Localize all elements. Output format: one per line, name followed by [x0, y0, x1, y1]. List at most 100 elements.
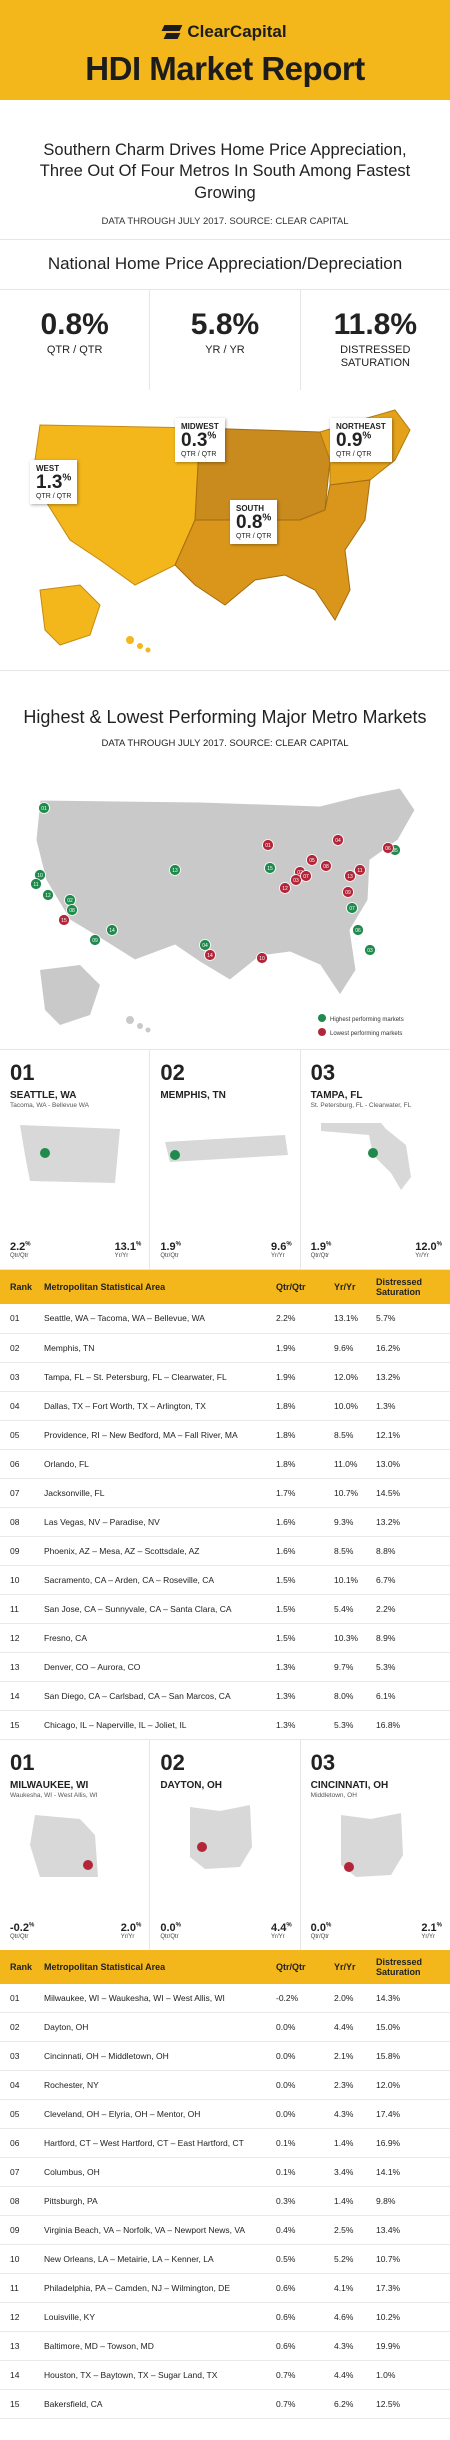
cell-rank: 14: [0, 2360, 40, 2390]
card-rank: 02: [160, 1749, 185, 1775]
cell-msa: Fresno, CA: [40, 1623, 272, 1653]
cell-rank: 15: [0, 1710, 40, 1740]
cell-distressed: 12.0%: [372, 2070, 450, 2100]
card-rank: 03: [310, 1060, 336, 1085]
cell-qtr: 1.8%: [272, 1391, 330, 1421]
table-row: 11 Philadelphia, PA – Camden, NJ – Wilmin…: [0, 2273, 450, 2303]
card-rank: 02: [160, 1060, 185, 1085]
col-msa: Metropolitan Statistical Area: [44, 1282, 166, 1292]
table-row: 14 San Diego, CA – Carlsbad, CA – San Mar…: [0, 1681, 450, 1711]
region-northeast-label: QTR / QTR: [336, 450, 372, 458]
high-market-pin-label: 01: [41, 806, 47, 812]
cell-yr: 5.3%: [330, 1710, 372, 1740]
cell-distressed: 14.3%: [372, 1983, 450, 2013]
cell-rank: 08: [0, 1507, 40, 1537]
cell-msa: Dayton, OH: [40, 2012, 272, 2042]
region-south-name: SOUTH: [236, 504, 264, 513]
cell-qtr: 1.6%: [272, 1507, 330, 1537]
high-market-pin: [38, 802, 50, 814]
high-market-pin-label: 14: [109, 928, 115, 934]
table-row: 08 Las Vegas, NV – Paradise, NV 1.6% 9.3% 13…: [0, 1507, 450, 1537]
cell-distressed: 10.7%: [372, 2244, 450, 2274]
col-distressed: Distressed Saturation: [376, 1277, 423, 1297]
cell-rank: 15: [0, 2389, 40, 2419]
cell-yr: 6.2%: [330, 2389, 372, 2419]
col-yr: Yr/Yr: [334, 1961, 356, 1972]
cell-rank: 04: [0, 1391, 40, 1421]
metro-title: Highest & Lowest Performing Major Metro …: [23, 707, 427, 727]
table-row: 06 Orlando, FL 1.8% 11.0% 13.0%: [0, 1449, 450, 1479]
cell-rank: 10: [0, 2244, 40, 2274]
cell-msa: Las Vegas, NV – Paradise, NV: [40, 1507, 272, 1537]
low-market-pin: [300, 870, 312, 882]
cell-distressed: 6.7%: [372, 1565, 450, 1595]
cell-qtr: 0.3%: [272, 2186, 330, 2216]
region-midwest-label: QTR / QTR: [181, 450, 217, 458]
table-row: 13 Baltimore, MD – Towson, MD 0.6% 4.3% 19.9…: [0, 2331, 450, 2361]
low-market-pin: [320, 860, 332, 872]
cell-yr: 9.3%: [330, 1507, 372, 1537]
card-city: DAYTON, OH: [160, 1779, 223, 1791]
cell-msa: New Orleans, LA – Metairie, LA – Kenner,…: [40, 2244, 272, 2274]
cell-yr: 5.2%: [330, 2244, 372, 2274]
table-row: 13 Denver, CO – Aurora, CO 1.3% 9.7% 5.3%: [0, 1652, 450, 1682]
cell-distressed: 5.3%: [372, 1652, 450, 1682]
low-market-pin-label: 06: [385, 846, 391, 852]
high-market-pin: [42, 889, 54, 901]
card-city: MEMPHIS, TN: [160, 1090, 226, 1101]
cell-yr: 4.1%: [330, 2273, 372, 2303]
cell-yr: 3.4%: [330, 2157, 372, 2187]
national-title: National Home Price Appreciation/Depreci…: [0, 240, 450, 290]
table-row: 08 Pittsburgh, PA 0.3% 1.4% 9.8%: [0, 2186, 450, 2216]
cell-yr: 10.0%: [330, 1391, 372, 1421]
cell-yr: 1.4%: [330, 2128, 372, 2158]
cell-qtr: 0.0%: [272, 2041, 330, 2071]
cell-rank: 13: [0, 1652, 40, 1682]
low-market-pin: [204, 949, 216, 961]
low-market-pin-label: 11: [357, 868, 362, 874]
cell-distressed: 13.4%: [372, 2215, 450, 2245]
table-row: 04 Dallas, TX – Fort Worth, TX – Arlingto…: [0, 1391, 450, 1421]
cell-rank: 01: [0, 1983, 40, 2013]
cell-rank: 12: [0, 2302, 40, 2332]
cell-msa: San Diego, CA – Carlsbad, CA – San Marco…: [40, 1681, 272, 1711]
cell-msa: Baltimore, MD – Towson, MD: [40, 2331, 272, 2361]
cell-distressed: 15.0%: [372, 2012, 450, 2042]
cell-rank: 13: [0, 2331, 40, 2361]
cell-msa: Houston, TX – Baytown, TX – Sugar Land, …: [40, 2360, 272, 2390]
cell-msa: Tampa, FL – St. Petersburg, FL – Clearwa…: [40, 1362, 272, 1392]
cell-msa: Denver, CO – Aurora, CO: [40, 1652, 272, 1682]
cell-qtr: 1.5%: [272, 1594, 330, 1624]
cell-yr: 10.3%: [330, 1623, 372, 1653]
cell-distressed: 15.8%: [372, 2041, 450, 2071]
table-row: 11 San Jose, CA – Sunnyvale, CA – Santa C…: [0, 1594, 450, 1624]
high-market-pin: [106, 924, 118, 936]
high-market-pin: [264, 862, 276, 874]
low-market-pin-label: 01: [265, 843, 271, 849]
cell-rank: 01: [0, 1304, 40, 1334]
cell-distressed: 19.9%: [372, 2331, 450, 2361]
stat-distressed-value: 11.8%: [333, 308, 418, 341]
high-market-pin: [199, 939, 211, 951]
low-market-pin: [256, 952, 268, 964]
cell-qtr: 0.7%: [272, 2360, 330, 2390]
region-west-label: QTR / QTR: [36, 492, 72, 500]
cell-yr: 2.0%: [330, 1983, 372, 2013]
high-market-pin: [364, 944, 376, 956]
cell-msa: Seattle, WA – Tacoma, WA – Bellevue, WA: [40, 1304, 272, 1334]
low-market-pin-label: 05: [309, 858, 315, 864]
cell-qtr: 1.3%: [272, 1681, 330, 1711]
headline-section: Southern Charm Drives Home Price Appreci…: [0, 100, 450, 240]
cell-distressed: 1.3%: [372, 1391, 450, 1421]
card-city: TAMPA, FL: [310, 1090, 363, 1101]
low-market-pin-label: 12: [282, 886, 288, 892]
cell-rank: 07: [0, 1478, 40, 1508]
clear-capital-logo-icon: [163, 25, 181, 39]
table-row: 09 Virginia Beach, VA – Norfolk, VA – New…: [0, 2215, 450, 2245]
cell-qtr: 1.9%: [272, 1362, 330, 1392]
cell-rank: 07: [0, 2157, 40, 2187]
cell-yr: 9.6%: [330, 1333, 372, 1363]
cell-rank: 09: [0, 2215, 40, 2245]
cell-yr: 12.0%: [330, 1362, 372, 1392]
cell-msa: Cleveland, OH – Elyria, OH – Mentor, OH: [40, 2099, 272, 2129]
